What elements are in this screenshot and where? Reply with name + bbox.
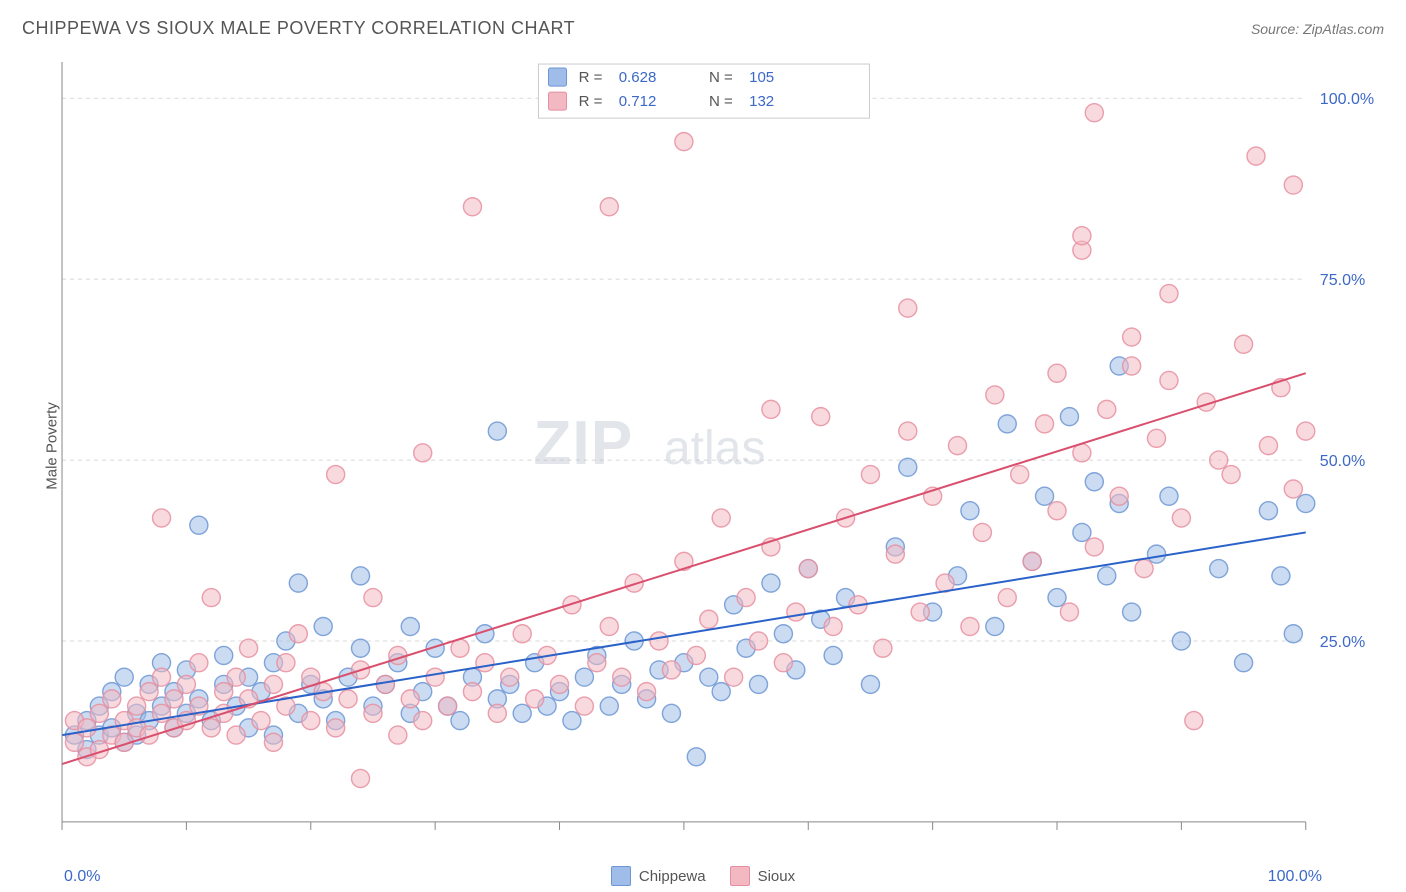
svg-text:N =: N = bbox=[709, 69, 733, 86]
chart-header: CHIPPEWA VS SIOUX MALE POVERTY CORRELATI… bbox=[22, 18, 1384, 39]
svg-text:50.0%: 50.0% bbox=[1320, 452, 1365, 470]
chart-source: Source: ZipAtlas.com bbox=[1251, 21, 1384, 37]
legend-label-chippewa: Chippewa bbox=[639, 868, 706, 885]
scatter-plot: 25.0% 50.0% 75.0% 100.0% ZIP atlas R = 0.628 N =… bbox=[54, 50, 1388, 852]
svg-text:105: 105 bbox=[749, 69, 774, 86]
svg-text:25.0%: 25.0% bbox=[1320, 633, 1365, 651]
svg-text:100.0%: 100.0% bbox=[1320, 90, 1374, 108]
svg-text:132: 132 bbox=[749, 93, 774, 110]
svg-text:R =: R = bbox=[579, 93, 603, 110]
legend-item-sioux: Sioux bbox=[730, 866, 796, 886]
legend-swatch-chippewa bbox=[611, 866, 631, 886]
svg-text:N =: N = bbox=[709, 93, 733, 110]
svg-text:R =: R = bbox=[579, 69, 603, 86]
legend-label-sioux: Sioux bbox=[758, 868, 796, 885]
legend-swatch-sioux bbox=[730, 866, 750, 886]
svg-text:atlas: atlas bbox=[664, 421, 766, 475]
legend-item-chippewa: Chippewa bbox=[611, 866, 706, 886]
svg-text:ZIP: ZIP bbox=[533, 409, 633, 478]
chart-title: CHIPPEWA VS SIOUX MALE POVERTY CORRELATI… bbox=[22, 18, 575, 39]
svg-text:75.0%: 75.0% bbox=[1320, 271, 1365, 289]
svg-text:0.628: 0.628 bbox=[619, 69, 657, 86]
bottom-legend: Chippewa Sioux bbox=[0, 866, 1406, 886]
svg-text:0.712: 0.712 bbox=[619, 93, 657, 110]
plot-container: 25.0% 50.0% 75.0% 100.0% ZIP atlas R = 0.628 N =… bbox=[54, 50, 1388, 852]
